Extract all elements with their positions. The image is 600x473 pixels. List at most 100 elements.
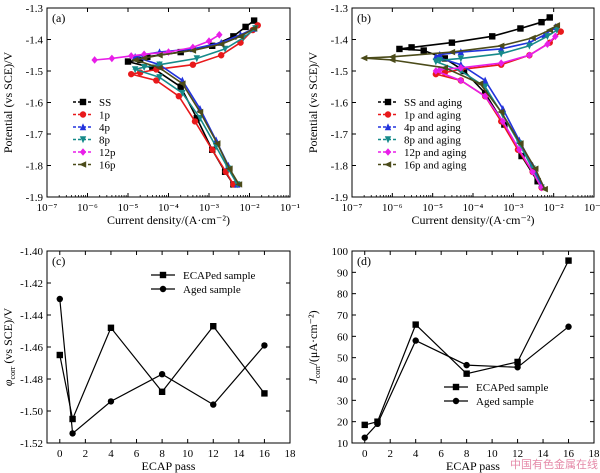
y-tick-label: -1.4 bbox=[26, 35, 44, 47]
curve-point bbox=[499, 117, 507, 126]
y-tick-label: -1.42 bbox=[20, 278, 43, 290]
curve-point bbox=[91, 56, 98, 64]
series-line-Aged-sample bbox=[59, 298, 265, 435]
plot-series-group bbox=[56, 295, 268, 437]
curve-point bbox=[441, 55, 449, 62]
y-tick-label: -1.40 bbox=[20, 246, 43, 258]
curve-point bbox=[136, 56, 144, 64]
data-point bbox=[210, 323, 217, 330]
x-tick-label: 2 bbox=[387, 448, 393, 460]
legend-marker bbox=[384, 136, 392, 144]
curve-point bbox=[191, 118, 199, 125]
x-tick-label: 10 bbox=[487, 448, 499, 460]
curve-point bbox=[553, 22, 561, 29]
curve-point bbox=[175, 93, 183, 100]
x-tick-label: 10⁻¹ bbox=[584, 202, 600, 214]
y-axis-title-unit: (vs SCE)/V bbox=[1, 308, 15, 367]
data-point bbox=[412, 337, 419, 344]
x-tick-label: 0 bbox=[362, 448, 368, 460]
plot-series-group bbox=[361, 257, 572, 441]
data-point bbox=[261, 390, 268, 397]
curve-point bbox=[196, 108, 204, 116]
curve-point bbox=[156, 74, 163, 82]
y-tick-label: 70 bbox=[337, 310, 349, 322]
legend-marker bbox=[79, 136, 87, 144]
y-tick-label: -1.7 bbox=[26, 129, 44, 141]
y-tick-label: 100 bbox=[332, 246, 349, 258]
curve-point bbox=[531, 165, 539, 172]
legend-marker bbox=[452, 397, 460, 405]
x-tick-label: 10⁻⁶ bbox=[382, 202, 403, 214]
curve-point bbox=[131, 66, 139, 74]
curve-point bbox=[179, 89, 186, 97]
x-tick-label: 10⁻⁶ bbox=[77, 202, 98, 214]
y-tick-label: 30 bbox=[337, 395, 349, 407]
x-tick-label: 8 bbox=[159, 448, 165, 460]
legend-label: 12p bbox=[99, 147, 116, 159]
curve-point bbox=[128, 52, 135, 60]
curve-point bbox=[155, 64, 163, 72]
curve-point bbox=[124, 58, 132, 65]
curve-point bbox=[481, 92, 489, 100]
legend-label: 16p bbox=[99, 160, 116, 172]
x-tick-label: 14 bbox=[233, 448, 245, 460]
x-axis-title: Current density/(A·cm⁻²) bbox=[107, 213, 230, 227]
x-tick-label: 10⁻² bbox=[239, 202, 260, 214]
curve-point bbox=[457, 76, 465, 85]
y-tick-label: 10 bbox=[337, 438, 349, 450]
data-point bbox=[361, 421, 368, 429]
panels: 10⁻⁷ 10⁻⁶ 10⁻⁵ 10⁻⁴ 10⁻³ 10⁻² 10⁻¹ -1.3 -1.4 -1.5… bbox=[1, 3, 600, 473]
y-axis-title-symbol: φ bbox=[1, 379, 15, 386]
data-point bbox=[56, 351, 63, 359]
curve-point bbox=[420, 47, 427, 54]
x-tick-label: 16 bbox=[563, 448, 575, 460]
y-tick-label: -1.4 bbox=[331, 35, 349, 47]
x-tick-label: 10⁻⁷ bbox=[342, 202, 363, 214]
curve-point bbox=[360, 54, 368, 62]
curve-point bbox=[193, 115, 201, 122]
curve-point bbox=[544, 40, 551, 49]
legend-label: 12p and aging bbox=[404, 147, 467, 159]
curve-point bbox=[408, 44, 415, 51]
curve-point bbox=[217, 41, 225, 48]
x-tick-label: 8 bbox=[464, 448, 470, 460]
data-point bbox=[565, 257, 572, 264]
curve-point bbox=[526, 42, 533, 50]
legend-marker bbox=[384, 161, 392, 168]
x-tick-label: 10⁻⁴ bbox=[463, 202, 484, 214]
curve-point bbox=[460, 67, 468, 75]
curve-point bbox=[448, 48, 456, 56]
curve-point bbox=[396, 45, 403, 53]
legend-marker bbox=[79, 148, 87, 156]
data-point bbox=[565, 323, 572, 330]
legend-marker bbox=[384, 123, 392, 131]
legend-marker bbox=[159, 271, 167, 279]
watermark-text: 中国有色金属在线 bbox=[510, 457, 598, 471]
y-tick-label: -1.9 bbox=[26, 192, 44, 204]
y-tick-label: 80 bbox=[337, 289, 349, 301]
legend-label: 1p bbox=[99, 110, 111, 122]
y-axis-title: Potential (vs SCE)/V bbox=[306, 52, 320, 154]
x-tick-label: 10⁻³ bbox=[503, 202, 524, 214]
plot-series-group bbox=[360, 14, 564, 193]
curve-point bbox=[189, 61, 197, 68]
legend-marker bbox=[384, 98, 392, 106]
legend-label: 4p and aging bbox=[404, 122, 461, 134]
y-tick-label: -1.48 bbox=[20, 374, 43, 386]
x-tick-label: 10⁻³ bbox=[199, 202, 220, 214]
data-point bbox=[69, 430, 76, 437]
curve-point bbox=[528, 34, 536, 42]
legend-marker bbox=[79, 111, 87, 118]
curve-point bbox=[128, 70, 135, 78]
legend-marker bbox=[79, 123, 87, 131]
y-tick-label: -1.8 bbox=[26, 161, 44, 173]
y-tick-label: 50 bbox=[337, 353, 349, 365]
curve-point bbox=[225, 165, 233, 172]
curve-point bbox=[217, 52, 225, 59]
panel-label: (b) bbox=[357, 11, 371, 25]
curve-point bbox=[538, 18, 545, 26]
chart-panel-1: 10⁻⁷ 10⁻⁶ 10⁻⁵ 10⁻⁴ 10⁻³ 10⁻² 10⁻¹ -1.3 -1.4 -1.5… bbox=[1, 3, 300, 227]
curve-point bbox=[149, 64, 156, 72]
y-tick-label: 60 bbox=[337, 331, 349, 343]
